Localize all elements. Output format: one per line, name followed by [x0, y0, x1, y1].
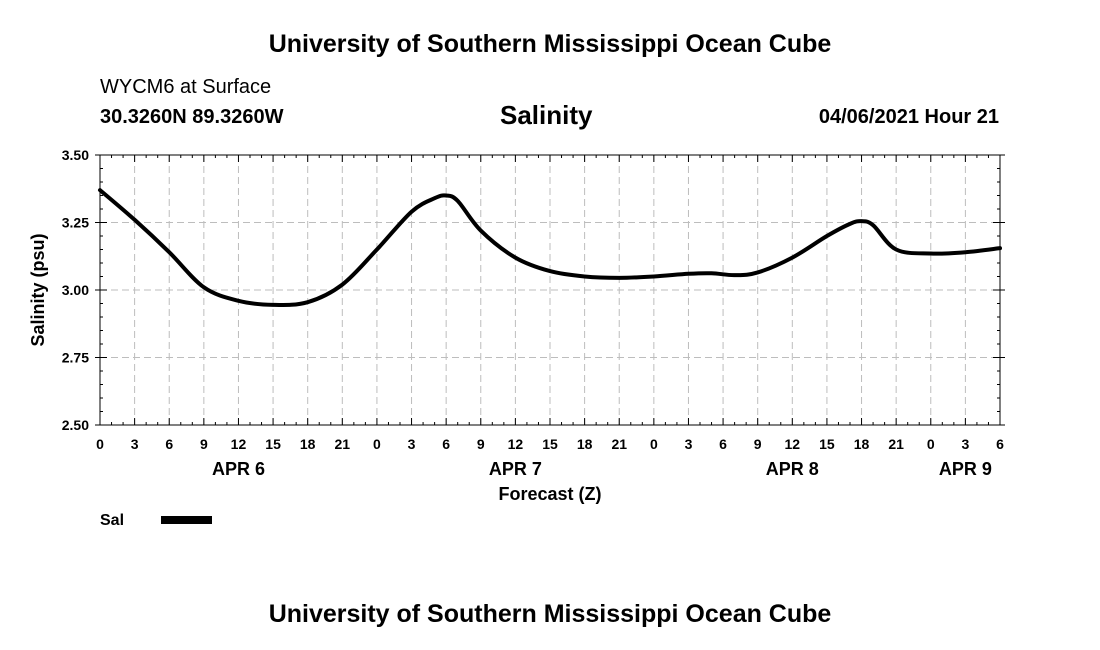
- x-tick-label: 15: [265, 436, 281, 452]
- y-tick-label: 3.25: [62, 215, 89, 231]
- day-label: APR 6: [212, 459, 265, 479]
- day-label: APR 7: [489, 459, 542, 479]
- legend-label: Sal: [100, 512, 124, 529]
- x-tick-label: 12: [508, 436, 524, 452]
- legend-line-swatch: [161, 516, 212, 524]
- x-tick-label: 21: [611, 436, 627, 452]
- x-tick-label: 6: [719, 436, 727, 452]
- y-tick-label: 3.00: [62, 282, 89, 298]
- x-tick-label: 15: [542, 436, 558, 452]
- x-tick-label: 21: [335, 436, 351, 452]
- x-tick-label: 9: [754, 436, 762, 452]
- station-label: WYCM6 at Surface: [100, 76, 272, 98]
- grid-lines: [100, 155, 1000, 425]
- x-tick-label: 0: [927, 436, 935, 452]
- axis-ticks: [95, 154, 1005, 426]
- y-axis-title: Salinity (psu): [28, 233, 48, 346]
- forecast-date-label: 04/06/2021 Hour 21: [818, 106, 999, 128]
- x-tick-label: 12: [231, 436, 247, 452]
- x-tick-label: 21: [888, 436, 904, 452]
- x-axis-title: Forecast (Z): [498, 484, 601, 504]
- x-tick-label: 9: [477, 436, 485, 452]
- x-tick-label: 0: [96, 436, 104, 452]
- chart-footer-title: University of Southern Mississippi Ocean…: [268, 600, 832, 628]
- y-tick-label: 2.50: [62, 417, 89, 433]
- x-tick-label: 18: [300, 436, 316, 452]
- plot-title: Salinity: [500, 100, 593, 130]
- chart-main-title: University of Southern Mississippi Ocean…: [268, 30, 832, 58]
- salinity-line: [98, 188, 1002, 307]
- coordinates-label: 30.3260N 89.3260W: [100, 106, 284, 128]
- day-label: APR 9: [939, 459, 992, 479]
- x-tick-label: 3: [685, 436, 693, 452]
- x-tick-label: 15: [819, 436, 835, 452]
- x-tick-label: 12: [785, 436, 801, 452]
- x-tick-label: 6: [165, 436, 173, 452]
- x-tick-label: 9: [200, 436, 208, 452]
- x-tick-label: 3: [408, 436, 416, 452]
- x-tick-label: 3: [961, 436, 969, 452]
- tick-labels: 0 3 6 9 12 15 18 21 0 3 6 9 12 15 18 21 0 3 6 9 12 15 18 21 0 3 6 2…: [62, 147, 1004, 479]
- y-tick-label: 3.50: [62, 147, 89, 163]
- x-tick-label: 0: [373, 436, 381, 452]
- x-tick-label: 0: [650, 436, 658, 452]
- y-tick-label: 2.75: [62, 350, 89, 366]
- day-label: APR 8: [766, 459, 819, 479]
- x-tick-label: 6: [442, 436, 450, 452]
- x-tick-label: 18: [854, 436, 870, 452]
- x-tick-label: 18: [577, 436, 593, 452]
- x-tick-label: 3: [131, 436, 139, 452]
- x-tick-label: 6: [996, 436, 1004, 452]
